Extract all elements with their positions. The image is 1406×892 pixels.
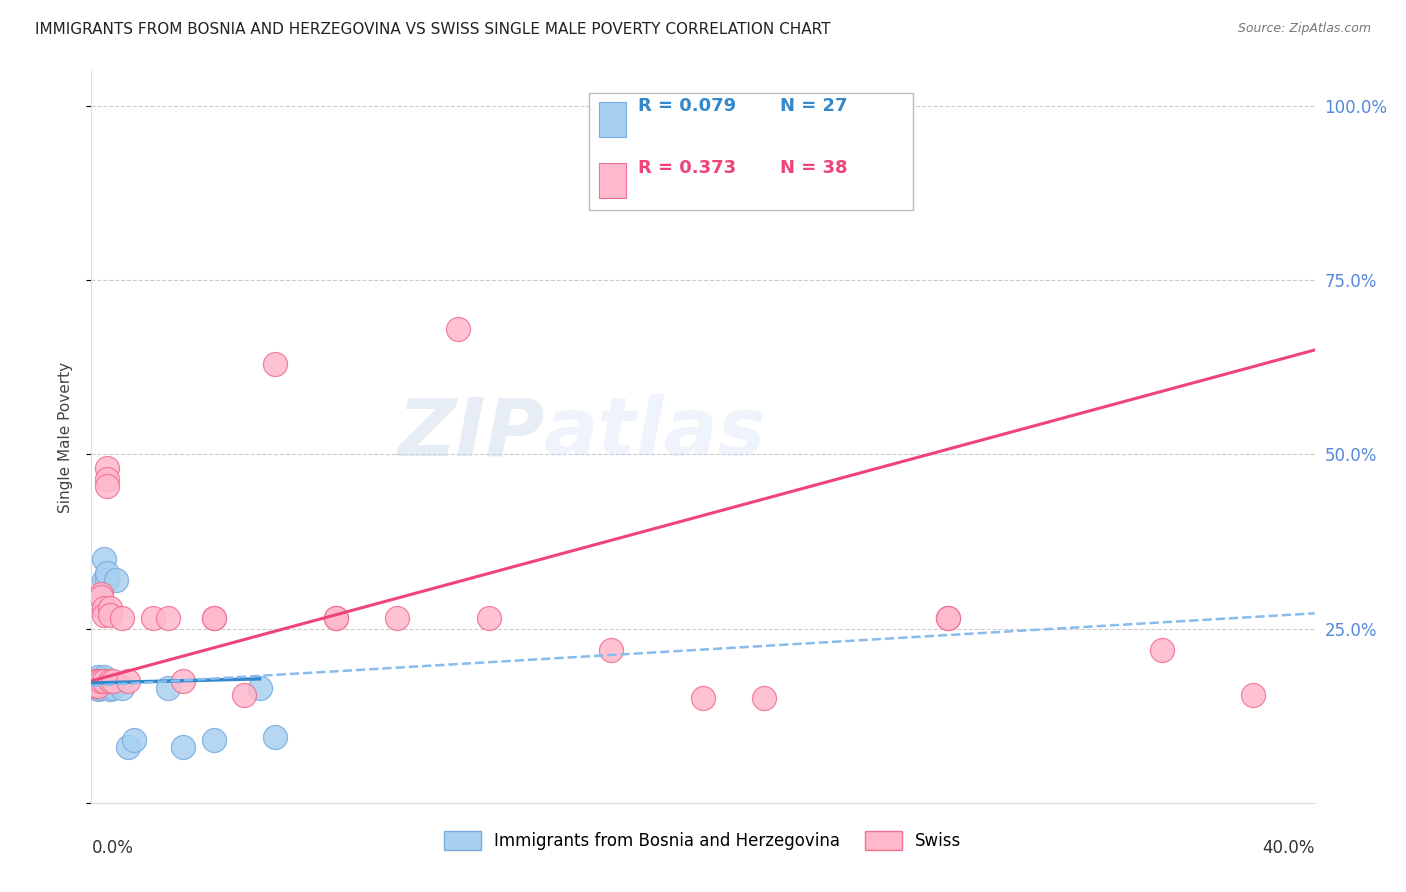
Y-axis label: Single Male Poverty: Single Male Poverty [58, 361, 73, 513]
Point [172, 740, 194, 755]
Point [202, 611, 225, 625]
Point [96, 479, 118, 493]
Point [83, 673, 105, 688]
Point [83, 673, 105, 688]
Point [1243, 688, 1265, 702]
Point [104, 573, 127, 587]
Point [385, 611, 409, 625]
Point [936, 611, 959, 625]
Point [264, 730, 287, 744]
Point [478, 611, 501, 625]
Point [96, 673, 118, 688]
Point [101, 681, 124, 695]
Point [86, 673, 108, 688]
Point [90, 676, 112, 690]
Point [264, 357, 287, 371]
Point [90, 591, 112, 605]
Point [754, 691, 776, 706]
Text: ZIP: ZIP [396, 394, 544, 473]
Point [172, 673, 194, 688]
Text: N = 27: N = 27 [780, 97, 848, 115]
Point [202, 611, 225, 625]
Point [325, 611, 347, 625]
Text: N = 38: N = 38 [780, 159, 848, 178]
Point [96, 472, 118, 486]
Point [93, 552, 115, 566]
Point [111, 681, 134, 695]
Text: Source: ZipAtlas.com: Source: ZipAtlas.com [1237, 22, 1371, 36]
Text: R = 0.079: R = 0.079 [638, 97, 737, 115]
Point [117, 740, 139, 755]
Point [101, 673, 124, 688]
Point [93, 673, 115, 688]
Text: 40.0%: 40.0% [1263, 839, 1315, 857]
Point [233, 688, 256, 702]
Point [83, 679, 105, 693]
Point [93, 573, 115, 587]
Point [117, 673, 139, 688]
Point [96, 566, 118, 580]
Point [98, 677, 121, 691]
Point [141, 611, 163, 625]
Point [83, 679, 105, 693]
Point [93, 670, 115, 684]
Point [86, 679, 108, 693]
Point [98, 673, 121, 688]
Text: atlas: atlas [544, 394, 766, 473]
Point [936, 611, 959, 625]
Point [93, 675, 115, 690]
Point [98, 600, 121, 615]
Point [447, 322, 470, 336]
Point [325, 611, 347, 625]
Text: 0.0%: 0.0% [91, 839, 134, 857]
Text: R = 0.373: R = 0.373 [638, 159, 737, 178]
Point [249, 681, 271, 695]
Point [86, 682, 108, 697]
Point [600, 642, 623, 657]
Point [90, 681, 112, 695]
Point [98, 682, 121, 697]
Point [90, 672, 112, 686]
Point [90, 587, 112, 601]
Point [96, 573, 118, 587]
FancyBboxPatch shape [599, 162, 626, 198]
FancyBboxPatch shape [599, 102, 626, 137]
Point [93, 600, 115, 615]
Point [86, 670, 108, 684]
Point [90, 673, 112, 688]
Point [93, 607, 115, 622]
Point [96, 461, 118, 475]
Point [122, 733, 145, 747]
Point [86, 677, 108, 691]
Point [156, 611, 179, 625]
Text: IMMIGRANTS FROM BOSNIA AND HERZEGOVINA VS SWISS SINGLE MALE POVERTY CORRELATION : IMMIGRANTS FROM BOSNIA AND HERZEGOVINA V… [35, 22, 831, 37]
FancyBboxPatch shape [589, 94, 914, 211]
Point [156, 681, 179, 695]
Point [202, 733, 225, 747]
Point [98, 607, 121, 622]
Point [111, 611, 134, 625]
Point [692, 691, 714, 706]
Point [1150, 642, 1173, 657]
Legend: Immigrants from Bosnia and Herzegovina, Swiss: Immigrants from Bosnia and Herzegovina, … [437, 824, 969, 856]
